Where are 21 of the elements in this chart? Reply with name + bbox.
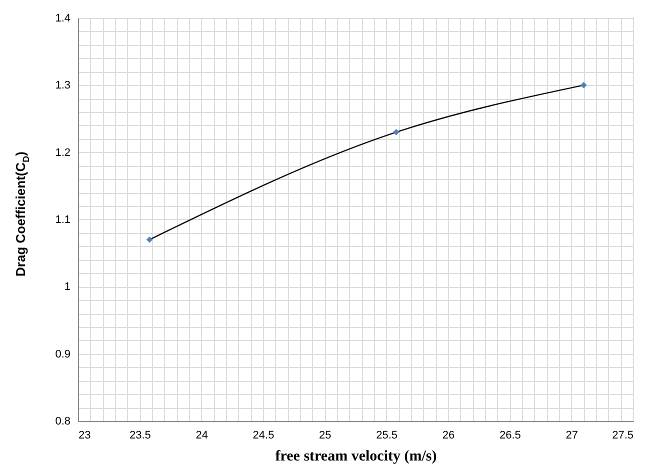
x-tick-label: 27 [566, 430, 578, 442]
y-tick-label: 1.1 [55, 214, 70, 226]
x-axis-title: free stream velocity (m/s) [275, 448, 437, 464]
x-tick-label: 24 [196, 430, 208, 442]
y-tick-label: 1.3 [55, 80, 70, 92]
x-tick-label: 26 [442, 430, 455, 442]
point [580, 82, 587, 88]
x-tick-label: 26.5 [499, 430, 521, 442]
x-tick-label: 23.5 [129, 430, 151, 442]
y-tick-label: 1 [64, 281, 70, 294]
x-tick-label: 27.5 [612, 430, 634, 442]
point [146, 236, 153, 243]
x-tick-label: 23 [78, 430, 91, 442]
y-tick-label: 0.9 [55, 348, 70, 360]
y-tick-label: 1.4 [55, 12, 70, 24]
x-tick-label: 25 [319, 430, 332, 442]
x-tick-label: 25.5 [376, 430, 398, 442]
x-tick-label: 24.5 [252, 430, 274, 442]
y-tick-label: 1.2 [55, 146, 70, 159]
point [393, 129, 400, 136]
y-tick-label: 0.8 [55, 416, 70, 428]
